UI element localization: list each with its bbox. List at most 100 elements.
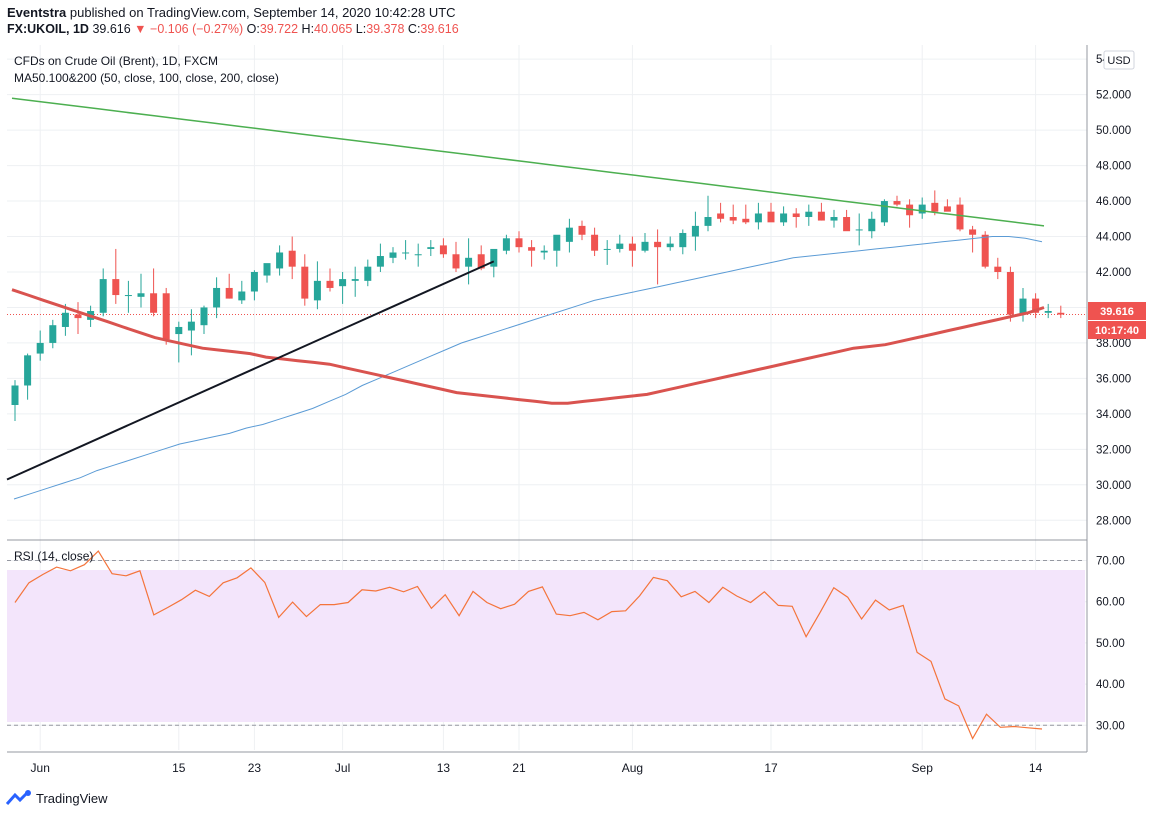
candle-up <box>238 291 246 301</box>
ma-legend[interactable]: MA50.100&200 (50, close, 100, close, 200… <box>14 71 279 85</box>
candle-down <box>994 266 1002 272</box>
candle-up <box>540 250 548 253</box>
candle-down <box>767 211 775 223</box>
last-price-tag-text: 39.616 <box>1100 306 1134 318</box>
symbol-label: FX:UKOIL, 1D <box>7 22 89 36</box>
candle-up <box>49 325 57 343</box>
quote-line: FX:UKOIL, 1D 39.616 ▼ −0.106 (−0.27%) O:… <box>7 22 459 36</box>
instrument-legend[interactable]: CFDs on Crude Oil (Brent), 1D, FXCM <box>14 54 218 68</box>
footer-brand-text: TradingView <box>36 790 108 806</box>
candle-up <box>276 252 284 269</box>
candle-up <box>364 266 372 281</box>
price-tick-label: 28.000 <box>1096 515 1131 527</box>
high-value: 40.065 <box>314 22 353 36</box>
candle-down <box>301 266 309 299</box>
candle-up <box>880 201 888 223</box>
currency-badge[interactable] <box>1103 50 1135 70</box>
candle-down <box>792 213 800 218</box>
candle-down <box>969 229 977 235</box>
candle-up <box>24 355 32 386</box>
candle-up <box>61 312 69 327</box>
candle-up <box>490 248 498 267</box>
candle-up <box>704 217 712 226</box>
rsi-legend[interactable]: RSI (14, close) <box>14 549 93 563</box>
candle-up <box>213 287 221 308</box>
candle-up <box>868 218 876 232</box>
tradingview-logo-icon <box>6 790 31 805</box>
candle-down <box>591 234 599 251</box>
candle-up <box>780 213 788 223</box>
down-arrow-icon: ▼ <box>134 22 147 36</box>
candle-up <box>351 279 359 281</box>
candle-down <box>326 280 334 288</box>
last-price-tag <box>1088 302 1146 320</box>
candle-up <box>1019 298 1027 315</box>
close-value: 39.616 <box>420 22 459 36</box>
countdown-tag <box>1088 321 1146 339</box>
rsi-band <box>7 570 1085 722</box>
candle-up <box>603 248 611 250</box>
time-tick-label: Aug <box>622 761 643 775</box>
candle-up <box>805 211 813 218</box>
candle-down <box>112 279 120 296</box>
candle-up <box>376 256 384 267</box>
candles-layer <box>11 190 1065 421</box>
candle-down <box>528 247 536 251</box>
rsi-tick-label: 30.00 <box>1096 720 1125 732</box>
candle-down <box>956 204 964 230</box>
candle-up <box>414 254 422 256</box>
rsi-tick-label: 70.00 <box>1096 556 1125 568</box>
author-name[interactable]: Eventstra <box>7 5 67 20</box>
rsi-tick-label: 50.00 <box>1096 638 1125 650</box>
price-tick-label: 42.000 <box>1096 267 1131 279</box>
time-tick-label: Jul <box>335 761 350 775</box>
close-label: C: <box>407 22 421 36</box>
candle-down <box>742 218 750 223</box>
candle-up <box>99 279 107 313</box>
candle-down <box>452 254 460 269</box>
last-price: 39.616 <box>92 22 131 36</box>
price-tick-label: 38.000 <box>1096 338 1131 350</box>
rsi-line <box>14 550 1043 740</box>
candle-down <box>931 202 939 212</box>
price-tick-label: 30.000 <box>1096 480 1131 492</box>
candle-down <box>943 206 951 212</box>
candle-up <box>263 263 271 276</box>
candle-up <box>616 243 624 249</box>
time-tick-label: 17 <box>764 761 778 775</box>
price-tick-label: 36.000 <box>1096 373 1131 385</box>
candle-up <box>11 385 19 405</box>
candle-up <box>187 321 195 331</box>
candle-down <box>628 243 636 251</box>
candle-down <box>1057 312 1065 315</box>
footer-brand[interactable]: TradingView <box>6 790 108 806</box>
rsi-tick-label: 60.00 <box>1096 597 1125 609</box>
candle-up <box>137 293 145 297</box>
candle-down <box>1006 271 1014 315</box>
currency-label: USD <box>1107 55 1130 67</box>
candle-down <box>817 211 825 221</box>
candle-up <box>175 326 183 335</box>
candle-down <box>150 293 158 313</box>
price-tick-label: 34.000 <box>1096 409 1131 421</box>
candle-down <box>477 254 485 269</box>
time-tick-label: 15 <box>172 761 186 775</box>
candle-down <box>729 217 737 221</box>
candle-down <box>893 201 901 205</box>
candle-up <box>855 229 863 231</box>
candle-down <box>288 250 296 267</box>
ma200-line <box>11 97 1045 227</box>
candle-up <box>641 241 649 251</box>
candle-down <box>515 238 523 248</box>
price-tick-label: 46.000 <box>1096 196 1131 208</box>
price-change: −0.106 (−0.27%) <box>150 22 244 36</box>
candle-down <box>225 287 233 299</box>
candle-up <box>389 252 397 258</box>
candle-up <box>200 307 208 326</box>
high-label: H: <box>301 22 315 36</box>
trendline <box>6 260 495 481</box>
price-tick-label: 44.000 <box>1096 232 1131 244</box>
candle-up <box>918 204 926 214</box>
countdown-tag-text: 10:17:40 <box>1095 325 1139 337</box>
